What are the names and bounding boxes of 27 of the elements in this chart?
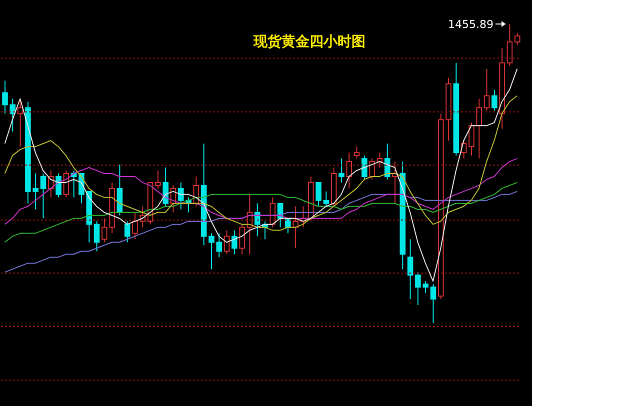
candlestick: [484, 68, 490, 112]
candlestick: [346, 152, 352, 189]
candlestick: [155, 170, 161, 189]
candlestick: [162, 167, 168, 207]
candlestick: [292, 206, 298, 249]
candlestick: [94, 220, 100, 252]
candlestick: [354, 146, 360, 160]
candlestick: [362, 155, 368, 180]
candlestick: [476, 98, 482, 160]
candlestick: [430, 284, 436, 323]
candlestick: [239, 224, 245, 255]
candlestick: [56, 173, 62, 198]
annotation: 1455.89: [448, 18, 494, 31]
candlestick: [468, 122, 474, 156]
candlestick: [323, 190, 330, 207]
candlestick: [40, 173, 46, 219]
candlestick: [338, 158, 344, 183]
candlestick: [514, 32, 520, 46]
candlestick: [369, 158, 375, 180]
candlestick: [492, 89, 498, 112]
candlestick: [506, 24, 513, 66]
candlestick: [124, 220, 130, 243]
candlestick: [232, 230, 238, 255]
candlestick: [407, 238, 414, 300]
candlestick: [270, 196, 276, 228]
candlestick: [316, 182, 322, 207]
text: 现货黄金四小时图: [252, 33, 366, 51]
